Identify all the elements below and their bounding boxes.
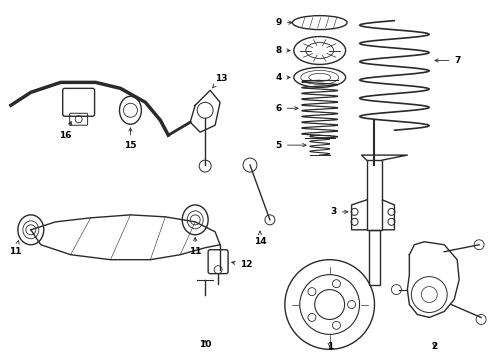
Text: 9: 9 — [275, 18, 292, 27]
Text: 2: 2 — [431, 342, 438, 351]
Text: 13: 13 — [213, 74, 228, 88]
Text: 15: 15 — [124, 128, 137, 150]
Text: 1: 1 — [326, 342, 333, 351]
Text: 6: 6 — [275, 104, 298, 113]
Text: 12: 12 — [232, 260, 252, 269]
Text: 4: 4 — [275, 73, 290, 82]
Text: 14: 14 — [254, 231, 266, 246]
Bar — [367, 160, 383, 230]
Text: 11: 11 — [189, 238, 201, 256]
Bar — [368, 230, 380, 285]
Text: 11: 11 — [9, 240, 22, 256]
Text: 10: 10 — [199, 340, 211, 349]
Text: 8: 8 — [275, 46, 290, 55]
Text: 16: 16 — [59, 122, 72, 140]
Text: 5: 5 — [275, 141, 306, 150]
Text: 3: 3 — [330, 207, 348, 216]
Text: 7: 7 — [435, 56, 461, 65]
